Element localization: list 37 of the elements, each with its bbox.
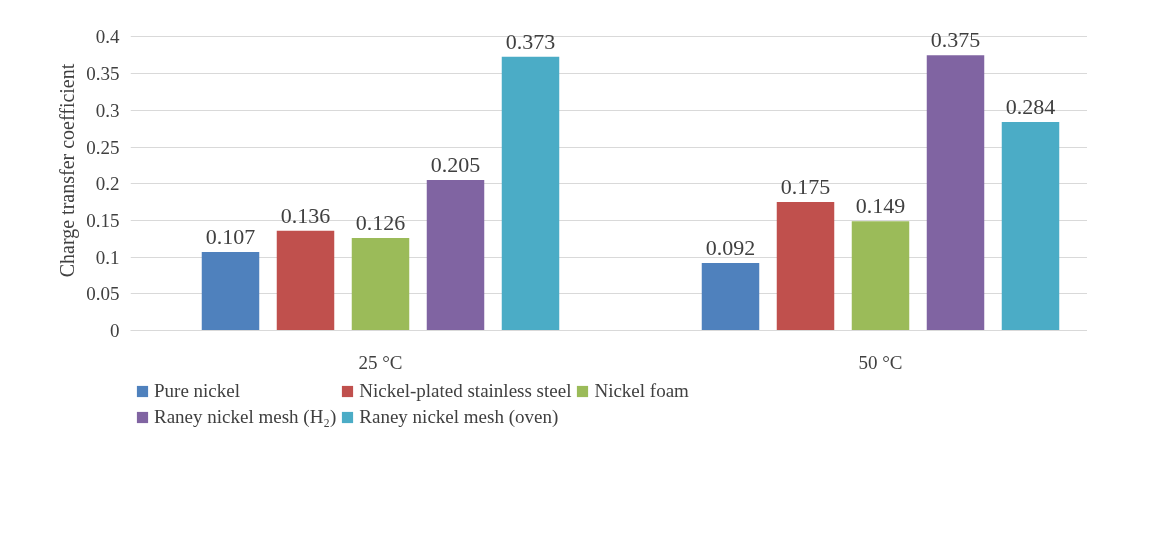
y-axis-title: Charge transfer coefficient (56, 63, 80, 278)
y-tick-label: 0.15 (86, 209, 120, 231)
bar (201, 251, 260, 331)
x-tick-label: 50 °C (858, 351, 903, 373)
legend-label: Nickel-plated stainless steel (359, 380, 572, 402)
bar (1001, 122, 1060, 331)
data-label: 0.136 (280, 202, 331, 228)
bar (776, 202, 835, 331)
data-label: 0.126 (355, 210, 406, 236)
bar (276, 230, 335, 331)
y-tick-label: 0.25 (86, 136, 120, 158)
bar (851, 221, 910, 331)
data-label: 0.107 (205, 223, 256, 249)
data-label: 0.205 (430, 152, 481, 178)
data-label: 0.373 (505, 28, 556, 54)
bar (701, 262, 760, 331)
bar (351, 238, 410, 331)
data-label: 0.284 (1005, 94, 1056, 120)
y-tick-label: 0.1 (95, 246, 120, 268)
bar (426, 180, 485, 331)
data-label: 0.092 (705, 234, 756, 260)
x-tick-label: 25 °C (358, 351, 403, 373)
data-label: 0.175 (780, 174, 831, 200)
y-tick-label: 0.3 (95, 99, 120, 121)
bar (926, 55, 985, 331)
y-tick-label: 0.2 (95, 173, 120, 195)
legend-label: Raney nickel mesh (oven) (359, 406, 559, 428)
data-label: 0.375 (930, 27, 981, 53)
y-tick-label: 0.05 (86, 283, 120, 305)
legend-label: Nickel foam (594, 380, 689, 402)
bar (501, 56, 560, 331)
data-label: 0.149 (855, 193, 906, 219)
y-tick-label: 0.4 (95, 26, 120, 48)
legend-label: Pure nickel (154, 380, 241, 402)
legend-label: Raney nickel mesh (H₂) (154, 406, 337, 428)
y-tick-label: 0.35 (86, 63, 120, 85)
y-tick-label: 0 (110, 320, 120, 341)
